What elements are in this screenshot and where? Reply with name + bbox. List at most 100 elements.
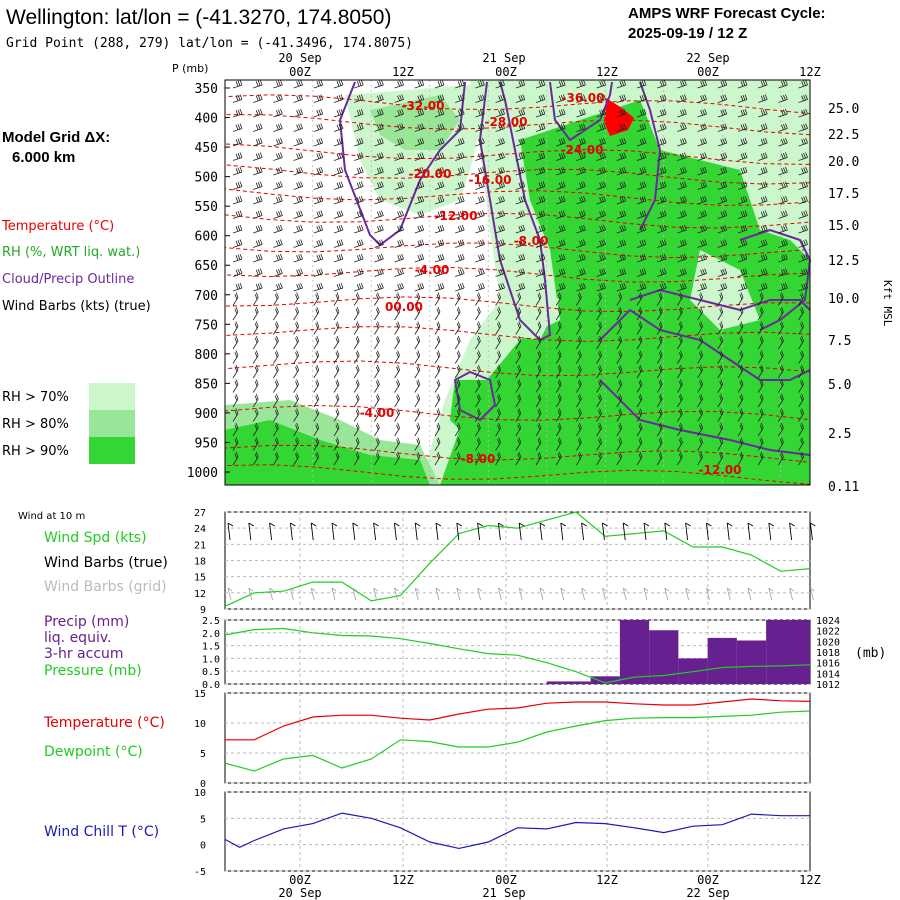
surface-wind-barb (310, 522, 317, 541)
wind-barb (657, 210, 667, 219)
wind-barb (535, 224, 546, 234)
wind-barb (394, 253, 404, 263)
wind-barb (414, 166, 425, 176)
wind-barb (495, 253, 505, 263)
grid-wind-barb (393, 587, 399, 601)
wind-barb (596, 282, 606, 292)
wind-barb (697, 123, 707, 132)
wind-barb (737, 166, 748, 176)
wind-barb (616, 451, 623, 466)
pressure-y-tick: 1020 (816, 637, 840, 648)
wind-barb (636, 268, 647, 277)
grid-wind-barb (227, 587, 233, 601)
wind-barb (374, 137, 384, 147)
wind-barb (596, 321, 602, 335)
wind-barb (636, 321, 643, 335)
wind-barb (576, 195, 586, 205)
rh-legend-label: RH > 70% (2, 390, 69, 405)
wind-barb (333, 210, 344, 219)
wind-barb (778, 437, 784, 451)
surface-wind-barb (352, 522, 359, 541)
wind-barb (758, 152, 768, 161)
wind-barb (293, 253, 303, 263)
grid-wind-barb (789, 587, 794, 601)
wind-barb (535, 268, 546, 277)
wind-barb (697, 94, 707, 103)
wind-barb (475, 195, 485, 205)
wind-barb (475, 437, 481, 451)
wind-barb (414, 268, 425, 277)
wind-barb (293, 437, 299, 451)
wind-barb (798, 321, 804, 335)
wind-barb (495, 210, 505, 219)
wind-barb (273, 181, 283, 190)
wind-barb (515, 282, 526, 292)
wind-barb (414, 422, 421, 437)
surface-wind-barb (518, 522, 525, 541)
wind-barb (293, 79, 303, 89)
wind-barb (757, 306, 764, 321)
wind-barb (535, 393, 542, 408)
wind-barb (757, 379, 764, 393)
wind-barb (252, 393, 259, 408)
wind-barb (717, 379, 724, 393)
wind-barb (515, 379, 522, 393)
rh-shade-region (370, 95, 460, 150)
wind-barb (778, 268, 788, 277)
grid-wind-barb (539, 587, 545, 601)
chill-y-tick: -5 (194, 867, 206, 878)
wind-barb (677, 379, 683, 393)
wind-barb (313, 224, 324, 234)
wind-barb (273, 94, 283, 103)
wind-barb (495, 350, 501, 364)
wind-barb (737, 137, 748, 147)
wind-barb (313, 268, 324, 277)
wind-barb (596, 195, 606, 205)
wind-barb (556, 166, 566, 176)
wind-barb (273, 253, 283, 263)
wind-y-tick: 24 (194, 524, 206, 535)
wind-barb (677, 195, 687, 205)
wind-barb (273, 79, 283, 89)
station-title: Wellington: lat/lon = (-41.3270, 174.805… (6, 6, 391, 29)
wind-barb (273, 224, 283, 234)
wind-barb (475, 137, 485, 147)
wind-barb (616, 123, 627, 132)
wind-barb (434, 364, 441, 379)
wind-barb (657, 181, 667, 190)
wind-barb (374, 350, 380, 364)
wind-barb (232, 123, 243, 132)
grid-wind-barb (601, 587, 607, 601)
wind-barb (313, 137, 324, 147)
temperature-label: Temperature (°C) (43, 715, 165, 731)
wind-barb (333, 393, 340, 408)
wind-barb (798, 253, 808, 263)
wind-barb (434, 292, 441, 306)
wind-barb (717, 364, 724, 379)
wind-barb (313, 451, 320, 466)
wind-barb (374, 408, 380, 422)
wind-barb (717, 224, 728, 234)
wind-barb (697, 393, 703, 408)
grid-wind-barb (768, 587, 774, 601)
wind-barb (475, 123, 485, 132)
cloud-outline (478, 81, 552, 342)
wind-barb (778, 152, 788, 161)
wind-barb (515, 437, 522, 451)
wind-barb (515, 123, 526, 132)
wind-barb (535, 123, 546, 132)
wind-barb (636, 408, 643, 422)
wind-barb (353, 379, 360, 393)
rh-legend-label: RH > 90% (2, 444, 69, 459)
wind-barb (434, 282, 445, 292)
wind-barb (616, 210, 627, 219)
wind-barb (576, 393, 582, 408)
wind-barb (434, 393, 441, 408)
wind-barb (596, 210, 606, 219)
wind-barb (313, 306, 320, 321)
wind-barb (455, 166, 465, 176)
wind-barb (535, 253, 546, 263)
wind-barb (353, 422, 360, 437)
wind-barb (798, 379, 804, 393)
pressure-tick-label: 650 (195, 259, 218, 274)
